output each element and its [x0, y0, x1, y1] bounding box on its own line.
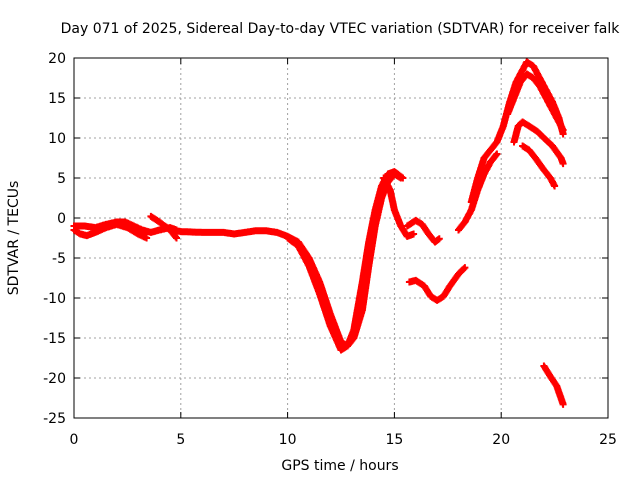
y-tick-label: -10 [43, 291, 66, 307]
series-track-g-mid [403, 216, 443, 246]
plot-frame [73, 57, 609, 419]
marker-trace [519, 142, 559, 190]
data-markers [70, 58, 567, 408]
series-track-h-mid [405, 264, 469, 304]
y-tick-label: -15 [43, 331, 66, 347]
marker-trace [540, 362, 567, 408]
marker-trace [284, 168, 407, 354]
y-tick-label: -25 [43, 411, 66, 427]
marker-trace [455, 150, 501, 234]
series-track-f-mid [380, 174, 418, 240]
x-tick-label: 5 [176, 432, 185, 448]
x-tick-label: 10 [279, 432, 297, 448]
y-tick-label: 0 [57, 211, 66, 227]
chart-title: Day 071 of 2025, Sidereal Day-to-day VTE… [61, 21, 621, 37]
x-tick-label: 15 [385, 432, 403, 448]
y-tick-label: -20 [43, 371, 66, 387]
marker-trace [405, 264, 469, 304]
series-track-k-late [504, 70, 567, 134]
series-track-i-late [455, 150, 501, 234]
series-track-l-late [510, 118, 567, 168]
y-tick-label: -5 [52, 251, 66, 267]
x-tick-label: 25 [599, 432, 617, 448]
series-track-n-late [540, 362, 567, 408]
y-tick-label: 10 [48, 131, 66, 147]
x-axis-label: GPS time / hours [281, 458, 398, 474]
series-track-m-late [519, 142, 559, 190]
y-axis-label: SDTVAR / TECUs [6, 181, 22, 296]
y-tick-label: 15 [48, 91, 66, 107]
marker-trace [504, 70, 567, 134]
y-tick-label: 20 [48, 51, 66, 67]
series-track-e-dip [284, 168, 407, 354]
grid-lines [74, 58, 608, 418]
x-tick-label: 0 [70, 432, 79, 448]
marker-trace [510, 118, 567, 168]
x-tick-label: 20 [492, 432, 510, 448]
axis-ticks: 0 5 10 15 20 25 -25 -20 -15 -10 -5 0 5 10 15 20 [43, 51, 617, 448]
marker-trace [380, 174, 418, 240]
marker-trace [403, 216, 443, 246]
y-tick-label: 5 [57, 171, 66, 187]
